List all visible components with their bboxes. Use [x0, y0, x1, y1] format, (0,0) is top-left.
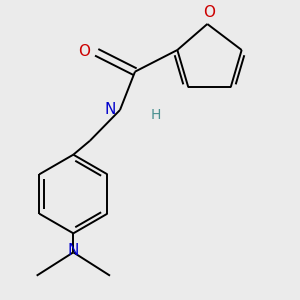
Text: N: N — [104, 102, 116, 117]
Text: H: H — [151, 108, 161, 122]
Text: O: O — [78, 44, 90, 59]
Text: N: N — [68, 243, 79, 258]
Text: O: O — [203, 5, 215, 20]
